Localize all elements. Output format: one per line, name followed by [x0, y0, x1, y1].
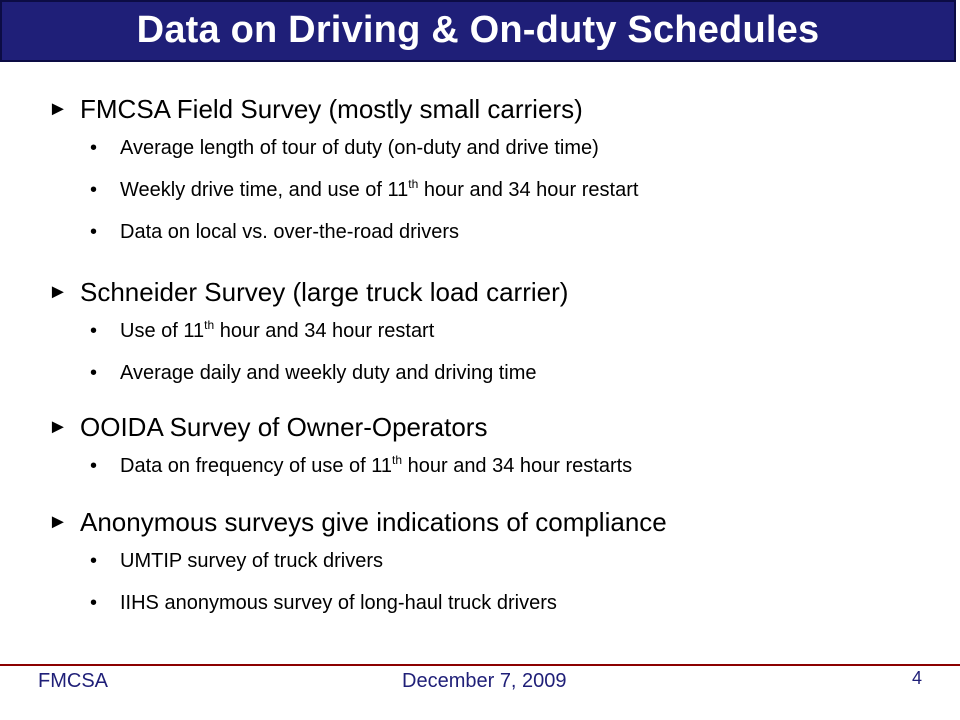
section-heading: ► Schneider Survey (large truck load car… [48, 275, 948, 309]
sub-bullet-text: Data on frequency of use of 11 [120, 455, 393, 477]
footer-date: December 7, 2009 [402, 670, 567, 692]
dot-bullet-icon: • [90, 137, 98, 159]
dot-bullet-icon: • [90, 320, 98, 342]
section-heading: ► OOIDA Survey of Owner-Operators [48, 410, 948, 444]
sub-bullet: • UMTIP survey of truck drivers [90, 547, 948, 575]
sub-bullet-text: Use of 11 [120, 320, 205, 342]
section-schneider-survey: ► Schneider Survey (large truck load car… [48, 275, 948, 387]
sub-bullet: • IIHS anonymous survey of long-haul tru… [90, 589, 948, 617]
footer-rule [0, 664, 960, 666]
sub-bullet-text-cont: hour and 34 hour restart [214, 320, 435, 342]
sub-bullet-text: Data on local vs. over-the-road drivers [120, 221, 460, 243]
section-heading-text: FMCSA Field Survey (mostly small carrier… [80, 94, 583, 124]
sub-bullet: • Data on local vs. over-the-road driver… [90, 218, 948, 246]
arrow-bullet-icon: ► [48, 416, 68, 438]
dot-bullet-icon: • [90, 455, 98, 477]
arrow-bullet-icon: ► [48, 511, 68, 533]
sub-bullet-text-cont: hour and 34 hour restart [418, 179, 639, 201]
sub-bullet-text-cont: hour and 34 hour restarts [402, 455, 633, 477]
section-heading-text: Anonymous surveys give indications of co… [80, 507, 667, 537]
dot-bullet-icon: • [90, 362, 98, 384]
section-heading: ► Anonymous surveys give indications of … [48, 505, 948, 539]
page-number: 4 [912, 668, 923, 688]
sub-bullet: • Average daily and weekly duty and driv… [90, 359, 948, 387]
superscript: th [204, 318, 215, 332]
footer-org: FMCSA [38, 670, 108, 692]
section-heading: ► FMCSA Field Survey (mostly small carri… [48, 92, 948, 126]
sub-bullet-text: Weekly drive time, and use of 11 [120, 179, 409, 201]
dot-bullet-icon: • [90, 550, 98, 572]
dot-bullet-icon: • [90, 592, 98, 614]
arrow-bullet-icon: ► [48, 281, 68, 303]
title-bar: Data on Driving & On-duty Schedules [0, 0, 960, 66]
dot-bullet-icon: • [90, 221, 98, 243]
sub-bullet-text: UMTIP survey of truck drivers [120, 550, 384, 572]
section-anonymous-surveys: ► Anonymous surveys give indications of … [48, 505, 948, 617]
sub-bullet-text: Average length of tour of duty (on-duty … [120, 137, 599, 159]
sub-bullet: • Data on frequency of use of 11th hour … [90, 452, 948, 480]
dot-bullet-icon: • [90, 179, 98, 201]
sub-bullet-text: IIHS anonymous survey of long-haul truck… [120, 592, 557, 614]
superscript: th [408, 177, 419, 191]
slide-title: Data on Driving & On-duty Schedules [136, 8, 820, 51]
title-box: Data on Driving & On-duty Schedules [0, 0, 956, 62]
section-heading-text: Schneider Survey (large truck load carri… [80, 277, 569, 307]
sub-bullet: • Weekly drive time, and use of 11th hou… [90, 176, 948, 204]
section-ooida-survey: ► OOIDA Survey of Owner-Operators • Data… [48, 410, 948, 480]
sub-bullet-text: Average daily and weekly duty and drivin… [120, 362, 537, 384]
sub-bullet: • Average length of tour of duty (on-dut… [90, 134, 948, 162]
section-heading-text: OOIDA Survey of Owner-Operators [80, 412, 488, 442]
section-fmcsa-field-survey: ► FMCSA Field Survey (mostly small carri… [48, 92, 948, 246]
superscript: th [392, 453, 403, 467]
arrow-bullet-icon: ► [48, 98, 68, 120]
sub-bullet: • Use of 11th hour and 34 hour restart [90, 317, 948, 345]
